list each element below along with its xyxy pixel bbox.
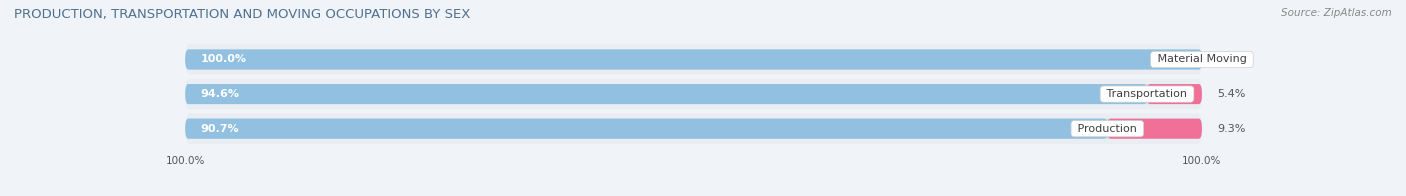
- Text: Source: ZipAtlas.com: Source: ZipAtlas.com: [1281, 8, 1392, 18]
- Text: Transportation: Transportation: [1104, 89, 1191, 99]
- Text: PRODUCTION, TRANSPORTATION AND MOVING OCCUPATIONS BY SEX: PRODUCTION, TRANSPORTATION AND MOVING OC…: [14, 8, 471, 21]
- FancyBboxPatch shape: [186, 79, 1202, 109]
- FancyBboxPatch shape: [186, 84, 1147, 104]
- Text: 9.3%: 9.3%: [1218, 124, 1246, 134]
- Text: Production: Production: [1074, 124, 1140, 134]
- FancyBboxPatch shape: [186, 49, 1202, 70]
- Legend: Male, Female: Male, Female: [664, 193, 785, 196]
- Text: 100.0%: 100.0%: [201, 54, 246, 64]
- FancyBboxPatch shape: [186, 119, 1202, 139]
- FancyBboxPatch shape: [186, 49, 1202, 70]
- FancyBboxPatch shape: [186, 84, 1202, 104]
- FancyBboxPatch shape: [1147, 84, 1202, 104]
- FancyBboxPatch shape: [1108, 119, 1202, 139]
- FancyBboxPatch shape: [186, 119, 1108, 139]
- Text: Material Moving: Material Moving: [1154, 54, 1250, 64]
- Text: 5.4%: 5.4%: [1218, 89, 1246, 99]
- FancyBboxPatch shape: [186, 44, 1202, 75]
- Text: 90.7%: 90.7%: [201, 124, 239, 134]
- Text: 94.6%: 94.6%: [201, 89, 239, 99]
- FancyBboxPatch shape: [186, 113, 1202, 144]
- Text: 0.0%: 0.0%: [1218, 54, 1246, 64]
